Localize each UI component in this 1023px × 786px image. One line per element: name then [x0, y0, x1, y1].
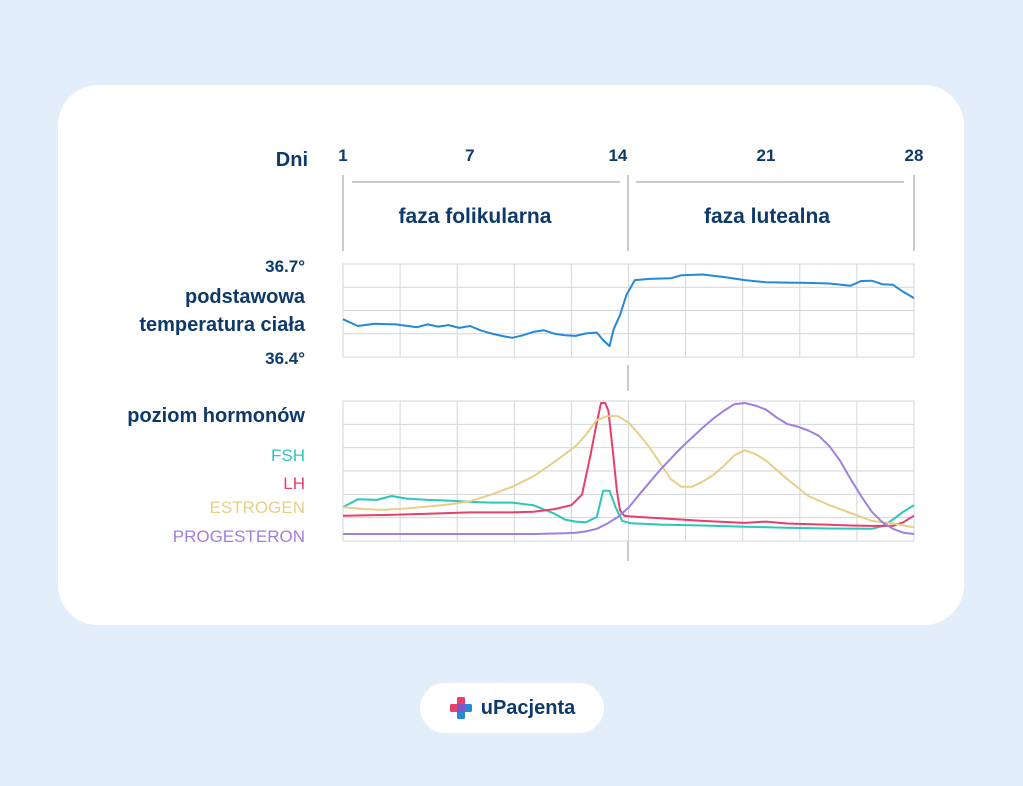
temp-title-line2: temperatura ciała — [139, 314, 306, 336]
plus-logo-icon — [449, 697, 472, 719]
hormone-grid — [342, 400, 915, 542]
logo-badge[interactable]: uPacjenta — [420, 683, 604, 733]
hormone-series — [342, 402, 915, 535]
x-tick-28: 28 — [905, 146, 924, 165]
series-line-progesteron — [343, 402, 915, 535]
phase-label-luteal: faza lutealna — [704, 205, 830, 228]
temperature-series — [342, 273, 915, 348]
temperature-line — [342, 273, 915, 348]
phase-brackets — [342, 175, 915, 251]
x-tick-21: 21 — [757, 146, 776, 165]
temp-title-line1: podstawowa — [185, 286, 306, 308]
series-line-estrogen — [342, 415, 915, 529]
series-line-lh — [342, 402, 915, 527]
hormone-title: poziom hormonów — [127, 405, 305, 427]
x-axis-title: Dni — [276, 149, 308, 171]
x-tick-7: 7 — [465, 146, 474, 165]
temp-y-min-label: 36.4° — [265, 349, 305, 368]
x-tick-14: 14 — [608, 146, 627, 165]
chart-svg: Dni 1 7 14 21 28 faza folikularna faza lutea… — [127, 146, 923, 561]
temperature-grid — [342, 263, 915, 358]
legend-lh: LH — [283, 474, 305, 493]
phase-label-follicular: faza folikularna — [399, 205, 552, 228]
logo-text: uPacjenta — [480, 696, 576, 719]
legend-progesteron: PROGESTERON — [173, 527, 305, 546]
legend-estrogen: ESTROGEN — [210, 498, 305, 517]
legend-fsh: FSH — [271, 446, 305, 465]
series-line-fsh — [342, 489, 915, 530]
x-tick-labels: 1 7 14 21 28 — [338, 146, 923, 165]
chart-card: Dni 1 7 14 21 28 faza folikularna faza lutea… — [58, 85, 964, 625]
x-tick-1: 1 — [338, 146, 347, 165]
temp-y-max-label: 36.7° — [265, 257, 305, 276]
